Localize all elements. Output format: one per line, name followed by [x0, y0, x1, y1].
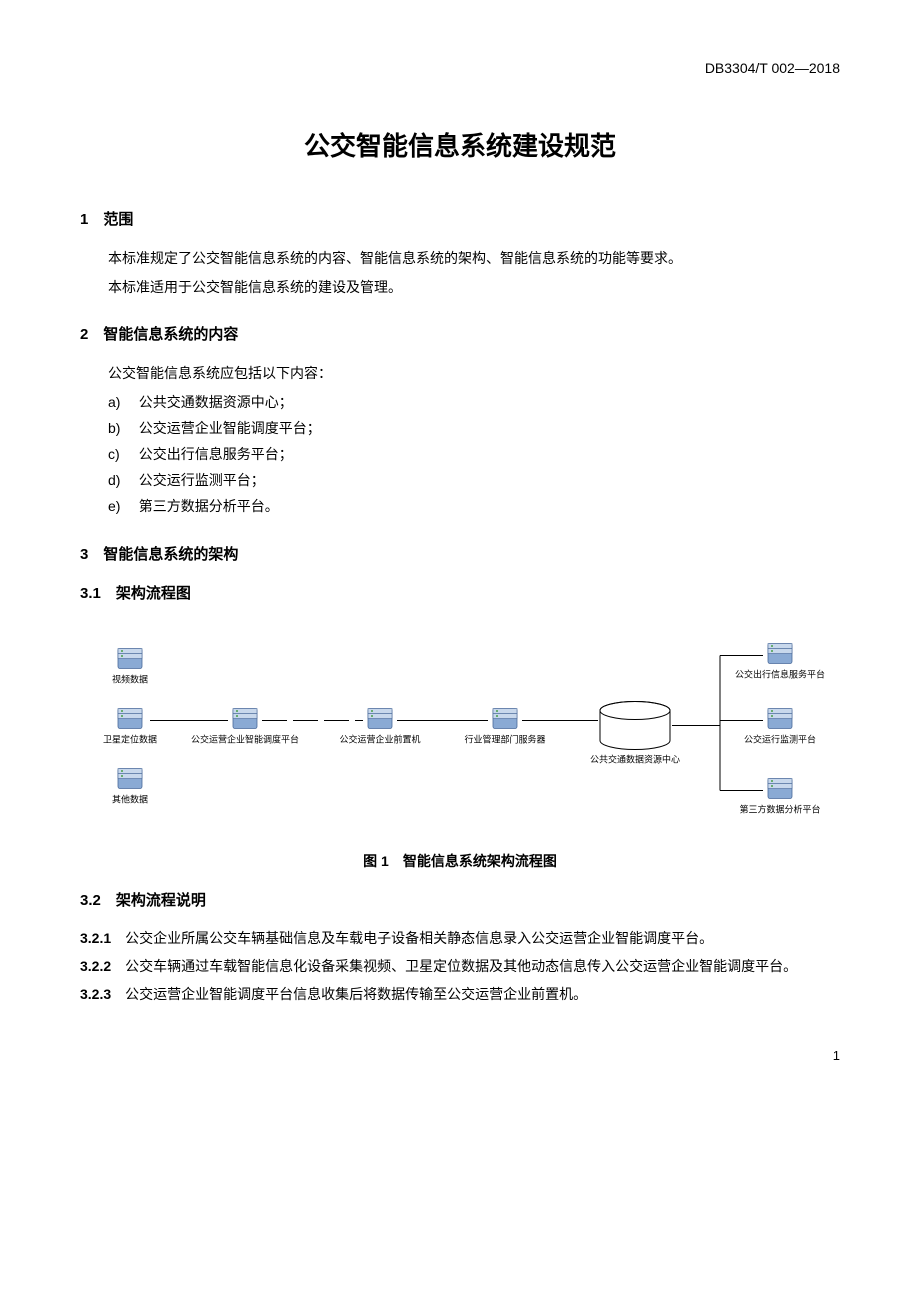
document-number: DB3304/T 002—2018 — [80, 60, 840, 76]
server-node-icon — [493, 708, 517, 728]
video-node-icon — [118, 648, 142, 668]
list-item: c)公交出行信息服务平台； — [108, 442, 840, 468]
figure-1-caption: 图 1 智能信息系统架构流程图 — [80, 851, 840, 871]
other-node-icon — [118, 768, 142, 788]
front-node-label: 公交运营企业前置机 — [339, 733, 420, 744]
section-2-intro: 公交智能信息系统应包括以下内容： — [80, 362, 840, 387]
list-item: b)公交运营企业智能调度平台； — [108, 416, 840, 442]
para-prefix: 3.2.2 — [80, 958, 111, 974]
main-title: 公交智能信息系统建设规范 — [80, 126, 840, 163]
para-text: 公交车辆通过车载智能信息化设备采集视频、卫星定位数据及其他动态信息传入公交运营企… — [111, 960, 797, 975]
para-text: 公交运营企业智能调度平台信息收集后将数据传输至公交运营企业前置机。 — [111, 988, 587, 1003]
list-marker: c) — [108, 442, 139, 467]
third-node-icon — [768, 778, 792, 798]
travel-node-icon — [768, 643, 792, 663]
list-marker: b) — [108, 416, 139, 441]
list-text: 公交运营企业智能调度平台； — [139, 422, 321, 437]
list-text: 第三方数据分析平台。 — [139, 500, 279, 515]
database-node-icon — [600, 701, 670, 749]
section-1-para-1: 本标准规定了公交智能信息系统的内容、智能信息系统的架构、智能信息系统的功能等要求… — [80, 247, 840, 272]
server-node-label: 行业管理部门服务器 — [464, 733, 545, 744]
third-node-label: 第三方数据分析平台 — [739, 803, 820, 814]
para-3-2-1: 3.2.1 公交企业所属公交车辆基础信息及车载电子设备相关静态信息录入公交运营企… — [80, 926, 840, 952]
dispatch-node-label: 公交运营企业智能调度平台 — [191, 733, 299, 744]
list-text: 公交出行信息服务平台； — [139, 448, 293, 463]
architecture-diagram: 视频数据 卫星定位数据 其他数据 公交运营企业智能调度平台 公交运营企业前置机 … — [80, 628, 840, 833]
section-3-2-heading: 3.2 架构流程说明 — [80, 889, 840, 910]
list-item: a)公共交通数据资源中心； — [108, 390, 840, 416]
dispatch-node-icon — [233, 708, 257, 728]
list-text: 公共交通数据资源中心； — [139, 396, 293, 411]
section-3-heading: 3 智能信息系统的架构 — [80, 543, 840, 564]
para-prefix: 3.2.3 — [80, 986, 111, 1002]
gps-node-label: 卫星定位数据 — [103, 733, 157, 744]
list-marker: a) — [108, 390, 139, 415]
para-3-2-2: 3.2.2 公交车辆通过车载智能信息化设备采集视频、卫星定位数据及其他动态信息传… — [80, 954, 840, 980]
list-marker: d) — [108, 468, 139, 493]
section-3-1-heading: 3.1 架构流程图 — [80, 582, 840, 603]
monitor-node-label: 公交运行监测平台 — [744, 733, 816, 744]
other-node-label: 其他数据 — [112, 793, 148, 804]
list-item: e)第三方数据分析平台。 — [108, 494, 840, 520]
monitor-node-icon — [768, 708, 792, 728]
database-node-label: 公共交通数据资源中心 — [590, 753, 680, 764]
section-2-heading: 2 智能信息系统的内容 — [80, 323, 840, 344]
para-prefix: 3.2.1 — [80, 930, 111, 946]
diagram-svg: 视频数据 卫星定位数据 其他数据 公交运营企业智能调度平台 公交运营企业前置机 … — [80, 628, 840, 828]
section-2-list: a)公共交通数据资源中心； b)公交运营企业智能调度平台； c)公交出行信息服务… — [80, 390, 840, 521]
front-node-icon — [368, 708, 392, 728]
para-3-2-3: 3.2.3 公交运营企业智能调度平台信息收集后将数据传输至公交运营企业前置机。 — [80, 982, 840, 1008]
section-1-heading: 1 范围 — [80, 208, 840, 229]
video-node-label: 视频数据 — [112, 673, 148, 684]
list-item: d)公交运行监测平台； — [108, 468, 840, 494]
section-1-para-2: 本标准适用于公交智能信息系统的建设及管理。 — [80, 276, 840, 301]
travel-node-label: 公交出行信息服务平台 — [735, 668, 825, 679]
list-text: 公交运行监测平台； — [139, 474, 265, 489]
gps-node-icon — [118, 708, 142, 728]
page-number: 1 — [80, 1048, 840, 1063]
para-text: 公交企业所属公交车辆基础信息及车载电子设备相关静态信息录入公交运营企业智能调度平… — [111, 932, 713, 947]
list-marker: e) — [108, 494, 139, 519]
